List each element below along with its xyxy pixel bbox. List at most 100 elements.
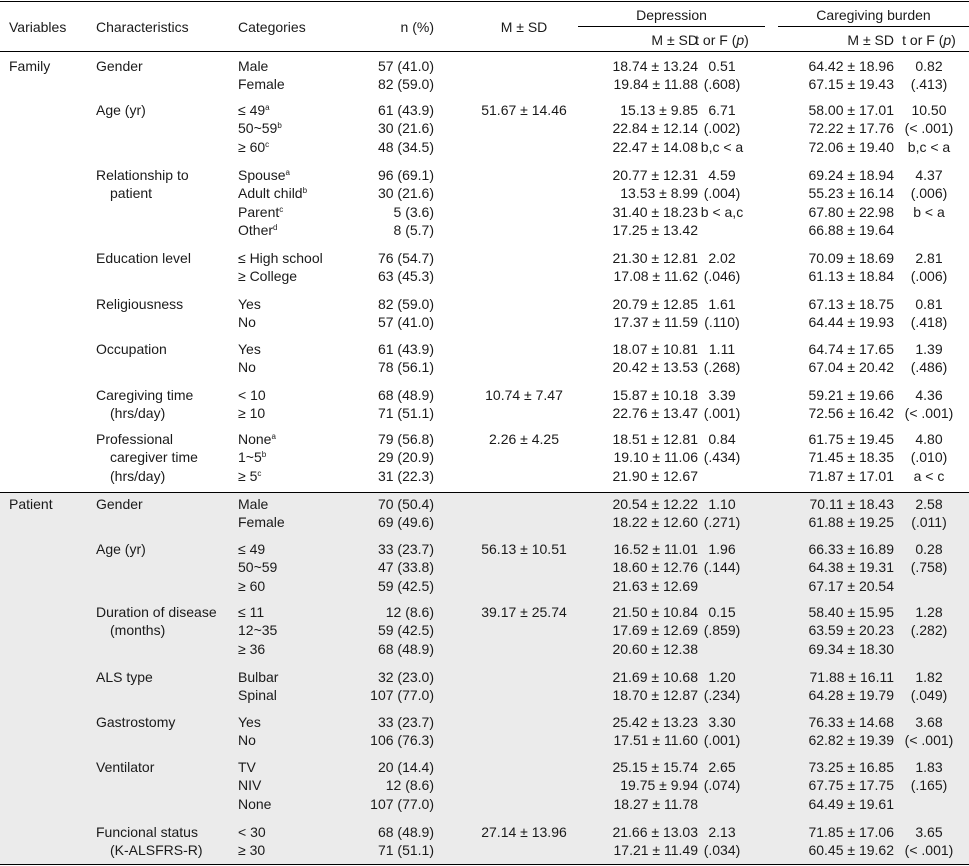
burden-mean-sd-cell-line: 58.40 ± 15.95 bbox=[808, 604, 894, 620]
category-cell-line: ≤ High school bbox=[238, 250, 323, 266]
burden-mean-sd-cell-line: 64.49 ± 19.61 bbox=[808, 795, 894, 812]
depression-mean-sd-cell-line: 21.66 ± 13.03 bbox=[612, 824, 698, 840]
category-cell-line: Male bbox=[238, 58, 269, 74]
burden-statistic-cell: 1.82 (.049) bbox=[893, 668, 965, 705]
depression-statistic-cell-line: 1.10 bbox=[708, 496, 736, 512]
burden-mean-sd-cell: 70.11 ± 18.43 61.88 ± 19.25 bbox=[770, 495, 894, 532]
characteristic-cell-line: Religiousness bbox=[96, 296, 184, 312]
category-cell-line: < 10 bbox=[238, 387, 266, 403]
depression-mean-sd-cell-line: 17.69 ± 12.69 bbox=[612, 622, 698, 639]
depression-mean-sd-cell: 21.69 ± 10.68 18.70 ± 12.87 bbox=[578, 668, 698, 705]
n-percent-cell-line: 63 (45.3) bbox=[377, 268, 434, 285]
burden-statistic-cell-line: (< .001) bbox=[904, 842, 954, 859]
depression-mean-sd-cell-line: 17.25 ± 13.42 bbox=[612, 221, 698, 238]
n-percent-cell-line: 61 (43.9) bbox=[377, 102, 434, 118]
burden-statistic-cell-line: 1.28 bbox=[915, 604, 943, 620]
category-cell-line: Spinal bbox=[238, 687, 277, 704]
depression-mean-sd-cell: 25.42 ± 13.23 17.51 ± 11.60 bbox=[578, 713, 698, 750]
n-percent-cell-line: 32 (23.0) bbox=[377, 669, 434, 685]
characteristic-cell: ALS type bbox=[96, 668, 153, 686]
mean-sd-cell-line: 39.17 ± 25.74 bbox=[481, 604, 567, 620]
n-percent-cell-line: 68 (48.9) bbox=[377, 387, 434, 403]
patient-section-shading bbox=[0, 493, 969, 864]
category-cell-line: ≥ 30 bbox=[238, 842, 266, 859]
depression-statistic-cell: 1.96 (.144) bbox=[680, 540, 764, 577]
burden-statistic-cell-line: 4.80 bbox=[915, 431, 943, 447]
burden-statistic-cell-line: 4.37 bbox=[915, 167, 943, 183]
depression-statistic-cell-line: 1.11 bbox=[708, 341, 736, 357]
depression-statistic-cell-line: (.859) bbox=[703, 622, 741, 639]
depression-mean-sd-cell-line: 22.47 ± 14.08 bbox=[612, 138, 698, 155]
depression-mean-sd-cell-line: 18.22 ± 12.60 bbox=[612, 514, 698, 531]
category-cell-line: ≥ College bbox=[238, 268, 298, 285]
category-cell-line: ≥ 10 bbox=[238, 405, 266, 422]
characteristic-cell-line: caregiver time bbox=[110, 449, 198, 466]
burden-statistic-cell: 1.39 (.486) bbox=[893, 340, 965, 377]
category-cell-line: None bbox=[238, 795, 272, 812]
characteristic-cell-line: Education level bbox=[96, 250, 191, 266]
depression-statistic-cell-line: 3.30 bbox=[708, 714, 736, 730]
depression-mean-sd-cell: 21.50 ± 10.84 17.69 ± 12.69 20.60 ± 12.38 bbox=[578, 603, 698, 658]
characteristic-cell-line: Duration of disease bbox=[96, 604, 217, 620]
characteristic-cell: Gender bbox=[96, 495, 143, 513]
depression-statistic-cell-line: 2.13 bbox=[708, 824, 736, 840]
burden-mean-sd-cell: 59.21 ± 19.66 72.56 ± 16.42 bbox=[770, 386, 894, 423]
mean-sd-cell: 27.14 ± 13.96 bbox=[465, 823, 583, 841]
category-cell-line: Yes bbox=[238, 341, 261, 357]
superscript-marker: b bbox=[277, 121, 282, 131]
burden-statistic-cell: 2.58 (.011) bbox=[893, 495, 965, 532]
burden-statistic-cell: 3.65 (< .001) bbox=[893, 823, 965, 860]
depression-statistic-cell-line: 1.96 bbox=[708, 541, 736, 557]
n-percent-cell: 33 (23.7) 106 (76.3) bbox=[330, 713, 434, 750]
category-cell-line: NIV bbox=[238, 777, 262, 794]
mean-sd-cell: 39.17 ± 25.74 bbox=[465, 603, 583, 621]
mean-sd-cell: 56.13 ± 10.51 bbox=[465, 540, 583, 558]
characteristic-cell: Duration of disease (months) bbox=[96, 603, 217, 640]
depression-mean-sd-cell-line: 19.84 ± 11.88 bbox=[613, 76, 699, 93]
n-percent-cell: 68 (48.9) 71 (51.1) bbox=[330, 386, 434, 423]
n-percent-cell-line: 79 (56.8) bbox=[377, 431, 434, 447]
depression-mean-sd-cell-line: 18.70 ± 12.87 bbox=[612, 687, 698, 704]
characteristic-cell: Occupation bbox=[96, 340, 167, 358]
superscript-marker: a bbox=[271, 432, 276, 441]
burden-statistic-cell: 1.83 (.165) bbox=[893, 758, 965, 795]
burden-statistic-cell-line: (.011) bbox=[911, 514, 947, 531]
depression-statistic-cell-line: (.002) bbox=[703, 120, 741, 137]
category-cell-line: Yes bbox=[238, 296, 261, 312]
header-depression-mean-sd: M ± SD bbox=[651, 32, 698, 48]
burden-mean-sd-cell: 66.33 ± 16.89 64.38 ± 19.31 67.17 ± 20.54 bbox=[770, 540, 894, 595]
depression-statistic-cell-line: (.046) bbox=[703, 268, 741, 285]
burden-statistic-cell-line: (.010) bbox=[910, 449, 948, 466]
burden-mean-sd-cell-line: 69.34 ± 18.30 bbox=[808, 640, 894, 657]
characteristic-cell-line: Funcional status bbox=[96, 824, 198, 840]
depression-mean-sd-cell-line: 19.75 ± 9.94 bbox=[620, 777, 698, 794]
depression-statistic-cell-line: 1.20 bbox=[708, 669, 736, 685]
burden-statistic-cell-line: 1.39 bbox=[915, 341, 943, 357]
n-percent-cell: 33 (23.7) 47 (33.8) 59 (42.5) bbox=[330, 540, 434, 595]
depression-mean-sd-cell-line: 18.74 ± 13.24 bbox=[612, 58, 698, 74]
burden-mean-sd-cell-line: 66.33 ± 16.89 bbox=[808, 541, 894, 557]
depression-mean-sd-cell-line: 18.60 ± 12.76 bbox=[612, 559, 698, 576]
depression-statistic-cell: 1.10 (.271) bbox=[680, 495, 764, 532]
burden-mean-sd-cell: 67.13 ± 18.75 64.44 ± 19.93 bbox=[770, 295, 894, 332]
burden-mean-sd-cell: 64.42 ± 18.96 67.15 ± 19.43 bbox=[770, 57, 894, 94]
burden-statistic-cell-line: 3.65 bbox=[915, 824, 943, 840]
n-percent-cell-line: 29 (20.9) bbox=[377, 449, 434, 466]
bottom-rule bbox=[0, 864, 969, 865]
category-cell-line: Female bbox=[238, 514, 285, 531]
burden-statistic-cell: 4.37 (.006) b < a bbox=[893, 166, 965, 221]
category-cell-line: ≤ 49 bbox=[238, 541, 266, 557]
burden-mean-sd-cell: 71.88 ± 16.11 64.28 ± 19.79 bbox=[770, 668, 894, 705]
depression-statistic-cell-line: 6.71 bbox=[708, 102, 736, 118]
depression-statistic-cell-line: 4.59 bbox=[708, 167, 736, 183]
depression-mean-sd-cell: 21.66 ± 13.03 17.21 ± 11.49 bbox=[578, 823, 698, 860]
burden-statistic-cell-line: 2.58 bbox=[915, 496, 943, 512]
depression-statistic-cell-line: (.004) bbox=[703, 185, 741, 202]
depression-statistic-cell-line: (.271) bbox=[703, 514, 741, 531]
category-cell-line: 50~59b bbox=[238, 120, 282, 137]
category-cell-line: Spousea bbox=[238, 167, 290, 183]
depression-statistic-cell: 0.84 (.434) bbox=[680, 430, 764, 467]
burden-mean-sd-cell-line: 72.22 ± 17.76 bbox=[808, 120, 894, 137]
category-cell-line: Nonea bbox=[238, 431, 276, 447]
burden-mean-sd-cell-line: 63.59 ± 20.23 bbox=[808, 622, 894, 639]
